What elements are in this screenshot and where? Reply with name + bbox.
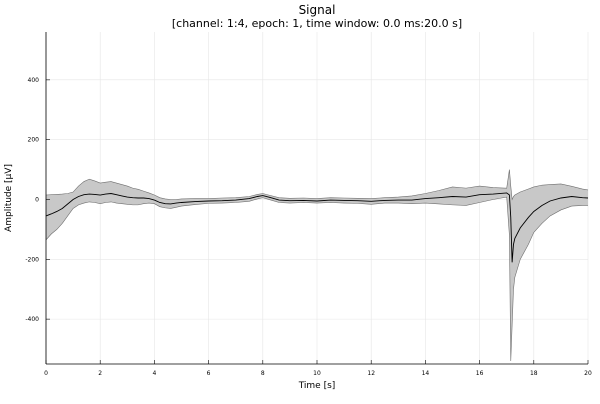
x-tick-label: 8 bbox=[261, 370, 265, 377]
x-tick-label: 16 bbox=[476, 370, 484, 377]
band-upper-edge bbox=[45, 169, 589, 201]
chart-subtitle: [channel: 1:4, epoch: 1, time window: 0.… bbox=[172, 17, 462, 30]
confidence-band bbox=[46, 169, 588, 362]
chart-title: Signal bbox=[299, 3, 336, 17]
band-lower-edge bbox=[45, 196, 588, 362]
y-tick-label: 0 bbox=[35, 196, 39, 203]
y-axis-label: Amplitude [µV] bbox=[4, 164, 14, 232]
x-tick-label: 20 bbox=[584, 370, 592, 377]
y-tick-label: -400 bbox=[25, 316, 39, 323]
tick-layer: 0 2 4 6 8 10 12 14 16 18 20 -400 -200 0 200 400 bbox=[25, 77, 592, 377]
y-tick-label: 400 bbox=[28, 77, 40, 84]
x-tick-label: 0 bbox=[44, 370, 48, 377]
x-tick-label: 14 bbox=[422, 370, 430, 377]
line-layer bbox=[45, 192, 589, 263]
y-tick-label: -200 bbox=[25, 256, 39, 263]
x-tick-label: 18 bbox=[530, 370, 538, 377]
x-tick-label: 12 bbox=[367, 370, 375, 377]
x-tick-label: 4 bbox=[152, 370, 156, 377]
x-tick-label: 6 bbox=[207, 370, 211, 377]
x-tick-label: 10 bbox=[313, 370, 321, 377]
mean-signal-line bbox=[45, 192, 589, 263]
x-tick-label: 2 bbox=[98, 370, 102, 377]
band-layer bbox=[45, 169, 589, 362]
x-axis-label: Time [s] bbox=[298, 381, 336, 391]
y-tick-label: 200 bbox=[28, 137, 40, 144]
